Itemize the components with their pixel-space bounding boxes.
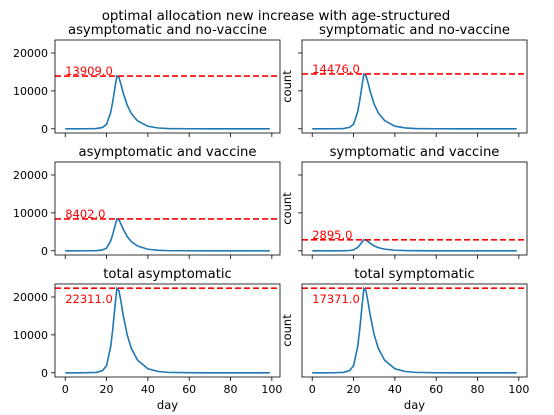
peak-value-label: 14476.0 bbox=[312, 62, 360, 76]
x-tick-label: 0 bbox=[62, 383, 69, 396]
x-tick-label: 0 bbox=[309, 383, 316, 396]
axes-frame bbox=[54, 161, 281, 256]
x-tick-label: 20 bbox=[347, 383, 361, 396]
series-line bbox=[65, 74, 270, 130]
peak-value-label: 22311.0 bbox=[65, 292, 113, 306]
peak-value-label: 13909.0 bbox=[65, 64, 113, 78]
y-tick-label: 0 bbox=[41, 123, 48, 136]
subplot-title: asymptomatic and vaccine bbox=[79, 145, 257, 160]
axes-frame bbox=[301, 283, 528, 378]
subplot-2: symptomatic and no-vaccine 14476.0 count bbox=[280, 23, 528, 137]
x-tick-label: 80 bbox=[224, 383, 238, 396]
subplot-title: total symptomatic bbox=[354, 267, 475, 282]
subplot-title: symptomatic and vaccine bbox=[330, 145, 500, 160]
series-line bbox=[312, 72, 517, 130]
y-tick-label: 0 bbox=[41, 367, 48, 380]
y-axis-label: count bbox=[280, 192, 294, 225]
axes-frame bbox=[301, 39, 528, 134]
y-tick-label: 20000 bbox=[13, 169, 48, 182]
series-line bbox=[65, 286, 270, 374]
subplot-3: asymptomatic and vaccine 8402.0 0 10000 2000… bbox=[13, 145, 281, 259]
y-tick-label: 10000 bbox=[13, 207, 48, 220]
peak-value-label: 8402.0 bbox=[65, 207, 105, 221]
axes-frame bbox=[301, 161, 528, 256]
series-line bbox=[312, 286, 517, 374]
y-tick-label: 10000 bbox=[13, 329, 48, 342]
subplot-title: asymptomatic and no-vaccine bbox=[68, 23, 267, 38]
x-tick-label: 40 bbox=[388, 383, 402, 396]
peak-value-label: 2895.0 bbox=[312, 228, 352, 242]
peak-value-label: 17371.0 bbox=[312, 292, 360, 306]
y-tick-label: 20000 bbox=[13, 47, 48, 60]
x-axis-label: day bbox=[404, 398, 425, 412]
subplot-1: asymptomatic and no-vaccine 13909.0 0 10000… bbox=[13, 23, 281, 137]
x-tick-label: 40 bbox=[141, 383, 155, 396]
subplot-grid: asymptomatic and no-vaccine13909.0010000… bbox=[13, 23, 529, 412]
x-tick-label: 60 bbox=[429, 383, 443, 396]
subplot-4: symptomatic and vaccine 2895.0 count bbox=[280, 145, 528, 259]
subplot-6: total symptomatic 17371.0 0 20 40 60 80 100 day c… bbox=[280, 267, 529, 412]
subplot-title: symptomatic and no-vaccine bbox=[319, 23, 510, 38]
axes-frame bbox=[54, 39, 281, 134]
x-tick-label: 100 bbox=[508, 383, 529, 396]
x-tick-label: 100 bbox=[261, 383, 282, 396]
x-tick-label: 60 bbox=[182, 383, 196, 396]
x-tick-label: 20 bbox=[100, 383, 114, 396]
y-tick-label: 20000 bbox=[13, 291, 48, 304]
y-axis-label: count bbox=[280, 314, 294, 347]
y-tick-label: 0 bbox=[41, 245, 48, 258]
axes-frame bbox=[54, 283, 281, 378]
subplot-5: total asymptomatic 22311.0 0 20 40 60 80 100 0 10… bbox=[13, 267, 282, 412]
y-axis-label: count bbox=[280, 70, 294, 103]
y-tick-label: 10000 bbox=[13, 85, 48, 98]
subplot-title: total asymptomatic bbox=[103, 267, 232, 282]
x-axis-label: day bbox=[157, 398, 178, 412]
figure-suptitle: optimal allocation new increase with age… bbox=[102, 9, 451, 24]
x-tick-label: 80 bbox=[471, 383, 485, 396]
series-line bbox=[65, 217, 270, 252]
series-line bbox=[312, 238, 517, 252]
